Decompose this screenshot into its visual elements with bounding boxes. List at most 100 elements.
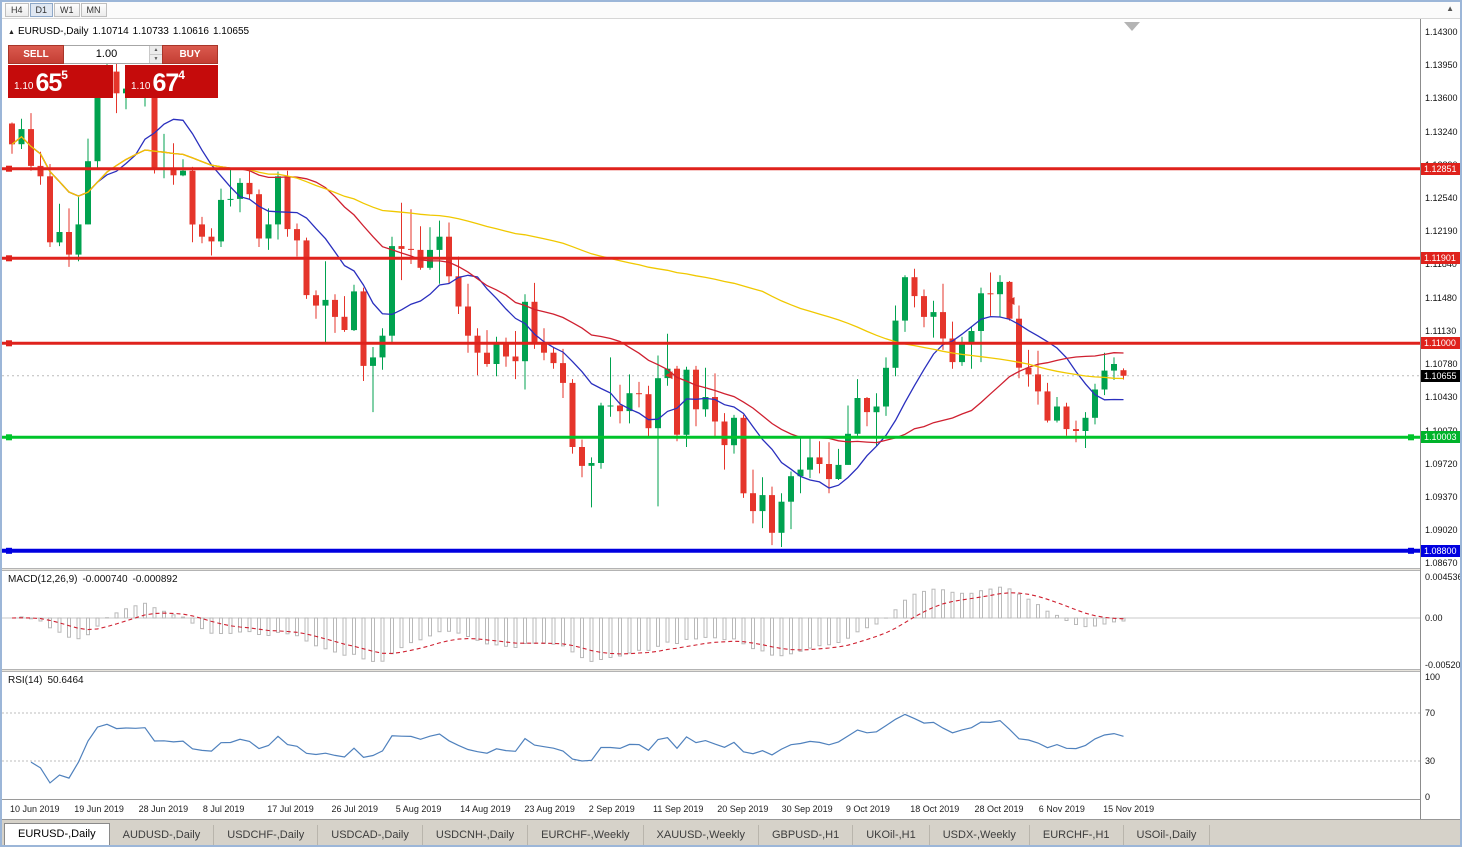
chart-tab-eurchf-h1[interactable]: EURCHF-,H1 <box>1030 825 1124 845</box>
period-button-h4[interactable]: H4 <box>5 3 29 17</box>
one-click-toggle-icon[interactable]: ▲ <box>8 29 15 36</box>
date-label: 10 Jun 2019 <box>10 804 60 814</box>
price-axis-label: 1.09020 <box>1425 525 1458 535</box>
buy-button[interactable]: BUY <box>162 45 218 64</box>
rsi-label: RSI(14) 50.6464 <box>8 675 89 686</box>
price-level-label: 1.08800 <box>1421 544 1460 557</box>
rsi-axis-label: 0 <box>1425 792 1431 802</box>
date-label: 17 Jul 2019 <box>267 804 314 814</box>
sell-price-big: 65 <box>35 69 62 97</box>
chart-tab-gbpusd-h1[interactable]: GBPUSD-,H1 <box>759 825 854 845</box>
macd-axis-label: -0.0052050 <box>1425 659 1461 670</box>
ohlc-open: 1.10714 <box>92 26 129 37</box>
panel-splitter[interactable] <box>2 568 1460 571</box>
price-level-label: 1.10655 <box>1421 369 1460 382</box>
price-axis-label: 1.10430 <box>1425 392 1458 402</box>
date-label: 28 Oct 2019 <box>974 804 1024 814</box>
macd-indicator-canvas[interactable] <box>2 571 1420 669</box>
date-label: 23 Aug 2019 <box>524 804 575 814</box>
chart-header: ▲ EURUSD-,Daily 1.10714 1.10733 1.10616 1.106… <box>8 26 253 37</box>
one-click-trading-panel: SELL 1.00 ▲ ▼ BUY 1.10 65 5 <box>8 45 218 98</box>
panel-splitter[interactable] <box>2 669 1460 672</box>
date-label: 2 Sep 2019 <box>588 804 635 814</box>
sell-button[interactable]: SELL <box>8 45 64 64</box>
ohlc-low: 1.10616 <box>172 26 209 37</box>
chart-tab-ukoil-h1[interactable]: UKOil-,H1 <box>853 825 930 845</box>
price-axis-label: 1.12540 <box>1425 193 1458 203</box>
period-button-w1[interactable]: W1 <box>54 3 80 17</box>
chart-tab-usdcnh-daily[interactable]: USDCNH-,Daily <box>423 825 529 845</box>
rsi-axis-label: 70 <box>1425 708 1436 718</box>
price-axis-label: 1.13600 <box>1425 93 1458 103</box>
time-axis[interactable]: 10 Jun 2019 19 Jun 2019 28 Jun 2019 8 Jul 2… <box>2 799 1420 819</box>
chart-tab-audusd-daily[interactable]: AUDUSD-,Daily <box>110 825 215 845</box>
ohlc-close: 1.10655 <box>212 26 250 37</box>
price-axis-label: 1.12190 <box>1425 226 1458 236</box>
macd-name: MACD(12,26,9) <box>8 574 78 585</box>
sell-price-prefix: 1.10 <box>14 81 34 92</box>
date-label: 30 Sep 2019 <box>781 804 833 814</box>
chart-symbol-label: EURUSD-,Daily <box>17 26 89 37</box>
volume-up-button[interactable]: ▲ <box>150 46 162 55</box>
period-button-mn[interactable]: MN <box>80 3 107 17</box>
date-label: 20 Sep 2019 <box>717 804 769 814</box>
rsi-axis-label: 30 <box>1425 756 1436 766</box>
sell-price-button[interactable]: 1.10 65 5 <box>8 65 113 98</box>
period-button-d1[interactable]: D1 <box>29 3 54 17</box>
chart-tab-eurchf-weekly[interactable]: EURCHF-,Weekly <box>528 825 644 845</box>
chart-tabs: EURUSD-,Daily AUDUSD-,Daily USDCHF-,Daily U… <box>2 819 1460 845</box>
sell-price-pip: 5 <box>61 68 68 82</box>
buy-price-big: 67 <box>152 69 179 97</box>
chart-tab-usdchf-daily[interactable]: USDCHF-,Daily <box>214 825 319 845</box>
buy-price-prefix: 1.10 <box>131 81 151 92</box>
macd-label: MACD(12,26,9) -0.000740 -0.000892 <box>8 574 183 585</box>
macd-axis-label: 0.004536 <box>1425 572 1462 583</box>
date-label: 19 Jun 2019 <box>74 804 124 814</box>
price-axis-label: 1.09370 <box>1425 492 1458 502</box>
chart-tab-usdx-weekly[interactable]: USDX-,Weekly <box>930 825 1030 845</box>
date-label: 9 Oct 2019 <box>845 804 890 814</box>
date-label: 6 Nov 2019 <box>1038 804 1085 814</box>
price-axis-label: 1.08670 <box>1425 558 1458 568</box>
price-axis[interactable]: 1.143001.139501.136001.132401.128901.125… <box>1420 19 1460 819</box>
rsi-value: 50.6464 <box>47 675 84 686</box>
chart-tab-eurusd-daily[interactable]: EURUSD-,Daily <box>4 823 110 845</box>
price-level-label: 1.11901 <box>1421 252 1460 265</box>
chart-tab-xauusd-weekly[interactable]: XAUUSD-,Weekly <box>644 825 759 845</box>
price-chart-canvas[interactable] <box>2 19 1420 568</box>
volume-down-button[interactable]: ▼ <box>150 55 162 63</box>
price-level-label: 1.10003 <box>1421 431 1460 444</box>
buy-price-pip: 4 <box>178 68 185 82</box>
chart-tab-usoil-daily[interactable]: USOil-,Daily <box>1124 825 1211 845</box>
dock-arrow-icon[interactable]: ▲ <box>1446 4 1454 13</box>
date-label: 8 Jul 2019 <box>202 804 245 814</box>
price-axis-label: 1.13240 <box>1425 127 1458 137</box>
macd-axis-label: 0.00 <box>1425 613 1443 623</box>
price-axis-label: 1.13950 <box>1425 60 1458 70</box>
rsi-indicator-canvas[interactable] <box>2 672 1420 799</box>
volume-spinner[interactable]: 1.00 ▲ ▼ <box>64 45 162 64</box>
date-label: 18 Oct 2019 <box>910 804 960 814</box>
macd-signal-value: -0.000892 <box>132 574 178 585</box>
period-toolbar-buttons: H4 D1 W1 MN <box>5 3 107 17</box>
date-label: 11 Sep 2019 <box>653 804 704 814</box>
price-axis-label: 1.09720 <box>1425 459 1458 469</box>
price-axis-label: 1.14300 <box>1425 27 1458 37</box>
ohlc-high: 1.10733 <box>132 26 169 37</box>
date-label: 26 Jul 2019 <box>331 804 379 814</box>
price-axis-label: 1.10780 <box>1425 359 1458 369</box>
volume-value[interactable]: 1.00 <box>95 48 118 60</box>
rsi-name: RSI(14) <box>8 675 43 686</box>
buy-price-button[interactable]: 1.10 67 4 <box>125 65 218 98</box>
spread-gap <box>113 65 125 98</box>
chart-tab-usdcad-daily[interactable]: USDCAD-,Daily <box>318 825 423 845</box>
date-label: 28 Jun 2019 <box>138 804 189 814</box>
chart-area: ▲ EURUSD-,Daily 1.10714 1.10733 1.10616 1.106… <box>2 19 1460 819</box>
date-label: 14 Aug 2019 <box>460 804 511 814</box>
date-label: 5 Aug 2019 <box>395 804 442 814</box>
price-axis-label: 1.11480 <box>1425 293 1457 303</box>
period-toolbar: H4 D1 W1 MN ▲ <box>2 2 1460 19</box>
price-axis-label: 1.11130 <box>1425 326 1457 336</box>
